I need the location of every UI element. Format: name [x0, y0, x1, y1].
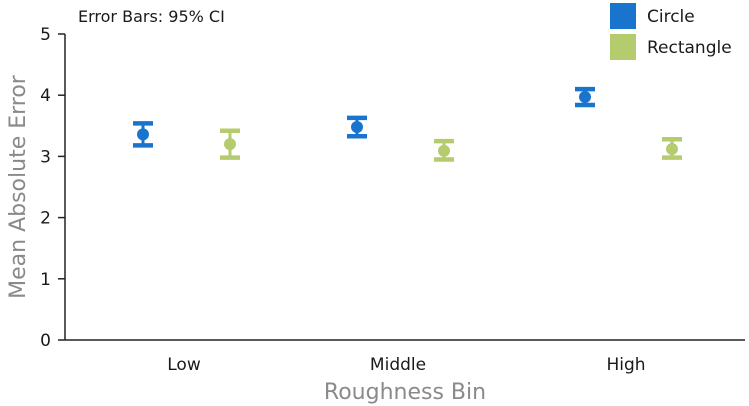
legend-item-rectangle: Rectangle — [610, 34, 732, 60]
error-bar-rectangle-high — [662, 137, 682, 160]
x-tick-label: High — [606, 355, 645, 375]
y-axis-ticks: 0 1 2 3 4 5 — [40, 25, 65, 351]
y-tick-label: 4 — [40, 86, 51, 106]
x-axis-ticks: Low Middle High — [167, 355, 645, 375]
mean-point — [351, 121, 363, 134]
x-axis-title: Roughness Bin — [324, 380, 486, 405]
error-bar-rectangle-middle — [434, 138, 454, 162]
error-bars-note: Error Bars: 95% CI — [78, 7, 225, 26]
error-bar-circle-low — [133, 121, 153, 148]
error-bar-circle-middle — [347, 115, 367, 139]
error-bar-marks — [133, 86, 682, 162]
mean-point — [579, 91, 591, 104]
y-tick-label: 5 — [40, 25, 51, 45]
mean-point — [666, 143, 678, 156]
y-tick-label: 3 — [40, 147, 51, 167]
mean-point — [438, 144, 450, 157]
legend-item-circle: Circle — [610, 3, 695, 29]
error-bar-rectangle-low — [220, 128, 240, 160]
y-tick-label: 1 — [40, 270, 51, 290]
x-tick-label: Low — [167, 355, 201, 375]
legend-label: Rectangle — [647, 38, 732, 58]
legend-swatch — [610, 34, 636, 60]
legend: Circle Rectangle — [610, 3, 732, 60]
x-tick-label: Middle — [370, 355, 426, 375]
y-tick-label: 2 — [40, 209, 51, 229]
y-axis-title: Mean Absolute Error — [6, 74, 31, 299]
mean-point — [137, 128, 149, 141]
legend-swatch — [610, 3, 636, 29]
error-bar-circle-high — [575, 86, 595, 108]
y-tick-label: 0 — [40, 331, 51, 351]
legend-label: Circle — [647, 7, 695, 27]
mean-point — [224, 138, 236, 151]
